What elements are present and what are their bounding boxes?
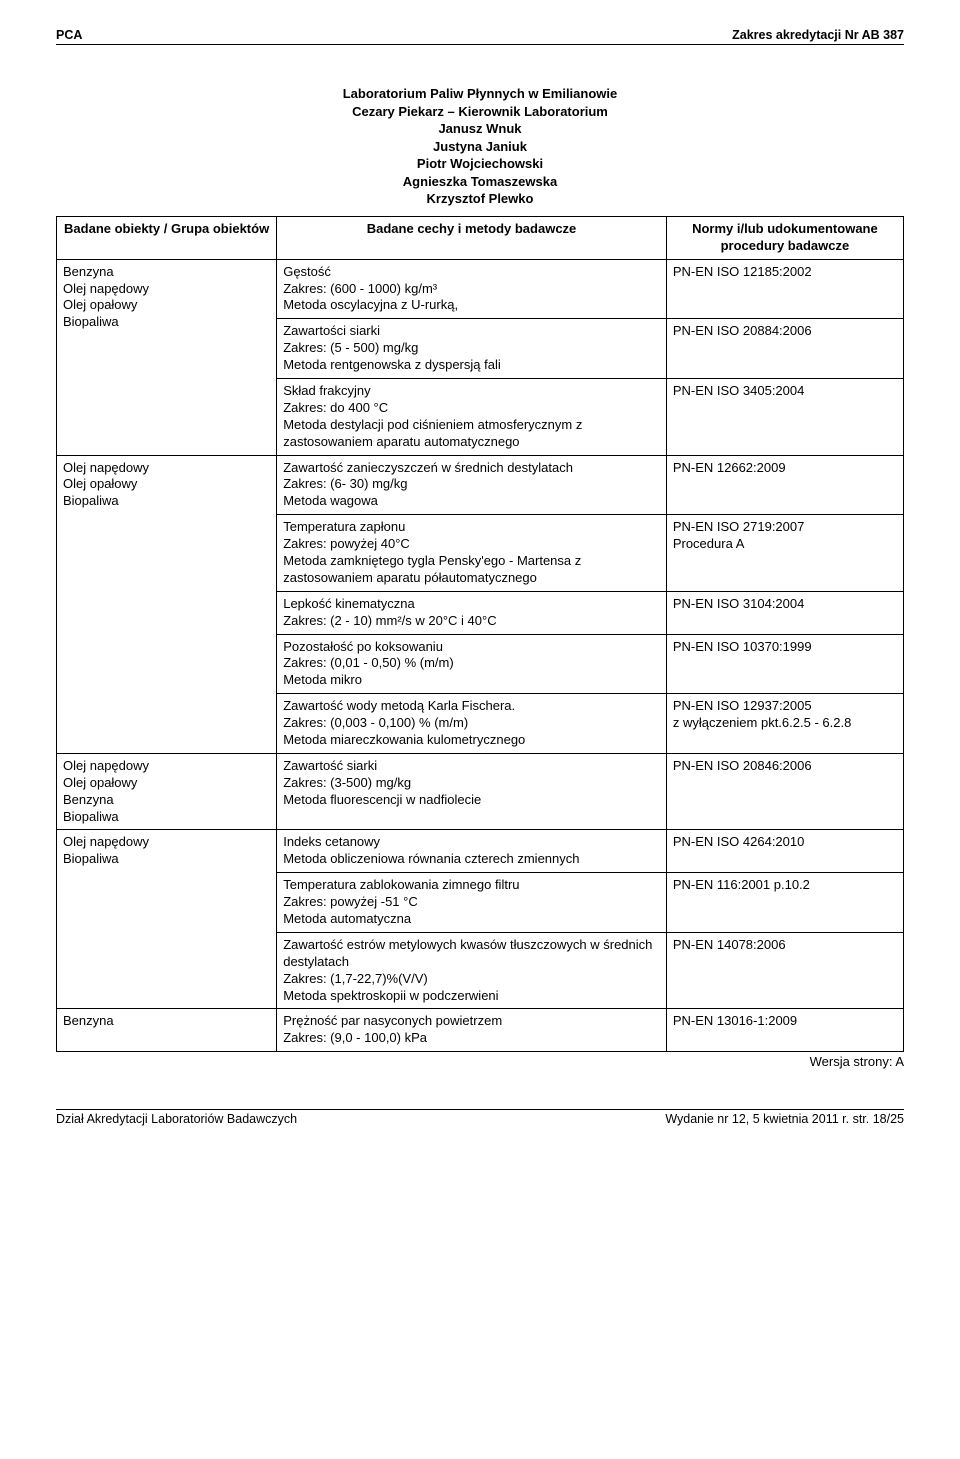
version-note: Wersja strony: A: [56, 1054, 904, 1069]
table-row: Olej napędowyBiopaliwa Indeks cetanowyMe…: [57, 830, 904, 873]
page-footer: Dział Akredytacji Laboratoriów Badawczyc…: [56, 1109, 904, 1126]
cell-method: Zawartość wody metodą Karla Fischera.Zak…: [277, 694, 667, 754]
cell-method: Temperatura zapłonuZakres: powyżej 40°CM…: [277, 515, 667, 592]
cell-norm: PN-EN ISO 10370:1999: [666, 634, 903, 694]
cell-norm: PN-EN ISO 12937:2005z wyłączeniem pkt.6.…: [666, 694, 903, 754]
lab-person-4: Agnieszka Tomaszewska: [56, 173, 904, 191]
page: PCA Zakres akredytacji Nr AB 387 Laborat…: [0, 0, 960, 1154]
cell-method: Temperatura zablokowania zimnego filtruZ…: [277, 873, 667, 933]
table-row: Olej napędowyOlej opałowyBenzynaBiopaliw…: [57, 753, 904, 830]
cell-method: GęstośćZakres: (600 - 1000) kg/m³Metoda …: [277, 259, 667, 319]
cell-objects: Olej napędowyOlej opałowyBiopaliwa: [57, 455, 277, 753]
cell-objects: Olej napędowyOlej opałowyBenzynaBiopaliw…: [57, 753, 277, 830]
cell-norm: PN-EN 12662:2009: [666, 455, 903, 515]
header-left: PCA: [56, 28, 82, 42]
cell-method: Pozostałość po koksowaniuZakres: (0,01 -…: [277, 634, 667, 694]
table-head-row: Badane obiekty / Grupa obiektów Badane c…: [57, 216, 904, 259]
lab-person-2: Justyna Janiuk: [56, 138, 904, 156]
page-header: PCA Zakres akredytacji Nr AB 387: [56, 28, 904, 45]
cell-method: Indeks cetanowyMetoda obliczeniowa równa…: [277, 830, 667, 873]
col-header-norms: Normy i/lub udokumentowane procedury bad…: [666, 216, 903, 259]
cell-objects: Olej napędowyBiopaliwa: [57, 830, 277, 1009]
cell-norm: PN-EN ISO 3405:2004: [666, 378, 903, 455]
cell-norm: PN-EN ISO 12185:2002: [666, 259, 903, 319]
col-header-methods: Badane cechy i metody badawcze: [277, 216, 667, 259]
cell-method: Zawartość estrów metylowych kwasów tłusz…: [277, 932, 667, 1009]
cell-method: Lepkość kinematycznaZakres: (2 - 10) mm²…: [277, 591, 667, 634]
main-table: Badane obiekty / Grupa obiektów Badane c…: [56, 216, 904, 1052]
cell-objects: BenzynaOlej napędowyOlej opałowyBiopaliw…: [57, 259, 277, 455]
cell-norm: PN-EN ISO 4264:2010: [666, 830, 903, 873]
cell-objects: Benzyna: [57, 1009, 277, 1052]
table-row: Olej napędowyOlej opałowyBiopaliwa Zawar…: [57, 455, 904, 515]
cell-norm: PN-EN ISO 20884:2006: [666, 319, 903, 379]
cell-norm: PN-EN 13016-1:2009: [666, 1009, 903, 1052]
col-header-objects: Badane obiekty / Grupa obiektów: [57, 216, 277, 259]
cell-norm: PN-EN ISO 3104:2004: [666, 591, 903, 634]
footer-right: Wydanie nr 12, 5 kwietnia 2011 r. str. 1…: [665, 1112, 904, 1126]
table-row: Benzyna Prężność par nasyconych powietrz…: [57, 1009, 904, 1052]
lab-person-3: Piotr Wojciechowski: [56, 155, 904, 173]
cell-method: Zawartości siarkiZakres: (5 - 500) mg/kg…: [277, 319, 667, 379]
footer-left: Dział Akredytacji Laboratoriów Badawczyc…: [56, 1112, 297, 1126]
lab-person-5: Krzysztof Plewko: [56, 190, 904, 208]
header-right: Zakres akredytacji Nr AB 387: [732, 28, 904, 42]
table-row: BenzynaOlej napędowyOlej opałowyBiopaliw…: [57, 259, 904, 319]
cell-norm: PN-EN 14078:2006: [666, 932, 903, 1009]
cell-norm: PN-EN ISO 20846:2006: [666, 753, 903, 830]
cell-method: Zawartość zanieczyszczeń w średnich dest…: [277, 455, 667, 515]
cell-norm: PN-EN 116:2001 p.10.2: [666, 873, 903, 933]
lab-person-1: Janusz Wnuk: [56, 120, 904, 138]
lab-name: Laboratorium Paliw Płynnych w Emilianowi…: [56, 85, 904, 103]
cell-method: Zawartość siarkiZakres: (3-500) mg/kgMet…: [277, 753, 667, 830]
cell-method: Skład frakcyjnyZakres: do 400 °CMetoda d…: [277, 378, 667, 455]
lab-head: Cezary Piekarz – Kierownik Laboratorium: [56, 103, 904, 121]
cell-method: Prężność par nasyconych powietrzemZakres…: [277, 1009, 667, 1052]
lab-title-block: Laboratorium Paliw Płynnych w Emilianowi…: [56, 85, 904, 208]
cell-norm: PN-EN ISO 2719:2007Procedura A: [666, 515, 903, 592]
